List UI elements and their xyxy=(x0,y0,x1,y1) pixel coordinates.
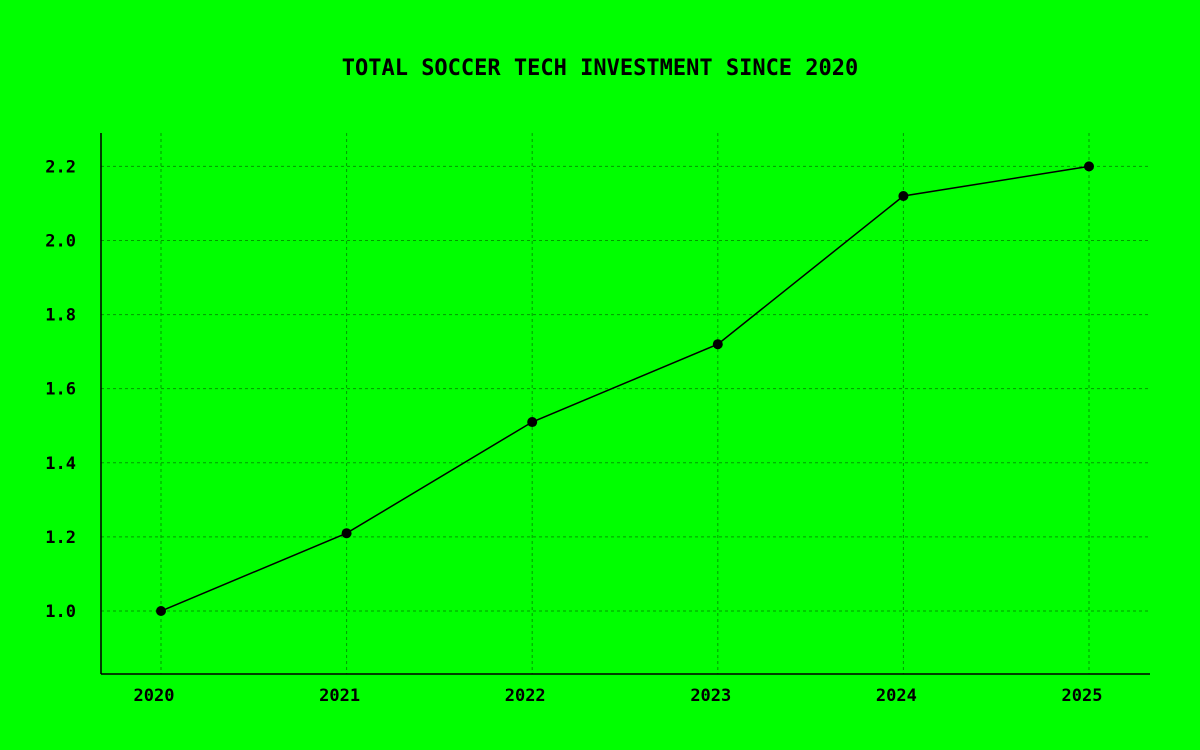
y-tick-label: 1.4 xyxy=(45,454,76,474)
tick-labels: 1.0 1.2 1.4 1.6 1.8 2.0 2.2 2020 2021 2022 2023 202… xyxy=(45,157,1102,706)
y-tick-label: 2.2 xyxy=(45,157,76,177)
x-tick-label: 2024 xyxy=(876,686,917,706)
chart-title: TOTAL SOCCER TECH INVESTMENT SINCE 2020 xyxy=(342,56,859,81)
y-tick-label: 1.6 xyxy=(45,380,76,400)
y-tick-label: 1.2 xyxy=(45,528,76,548)
data-point xyxy=(527,417,538,428)
x-tick-label: 2023 xyxy=(690,686,731,706)
x-tick-label: 2025 xyxy=(1062,686,1103,706)
data-point xyxy=(712,339,723,350)
axis-layer xyxy=(100,133,1150,675)
x-tick-label: 2020 xyxy=(134,686,175,706)
x-tick-label: 2022 xyxy=(505,686,546,706)
grid-layer xyxy=(101,133,1150,674)
x-tick-label: 2021 xyxy=(319,686,360,706)
y-tick-label: 1.0 xyxy=(45,602,76,622)
data-point xyxy=(898,190,909,201)
series-line xyxy=(160,165,1090,612)
data-point xyxy=(156,606,166,617)
y-tick-label: 2.0 xyxy=(45,231,76,251)
series-layer xyxy=(156,161,1094,617)
data-point xyxy=(341,528,352,539)
y-tick-label: 1.8 xyxy=(45,306,76,326)
data-point xyxy=(1084,161,1094,172)
